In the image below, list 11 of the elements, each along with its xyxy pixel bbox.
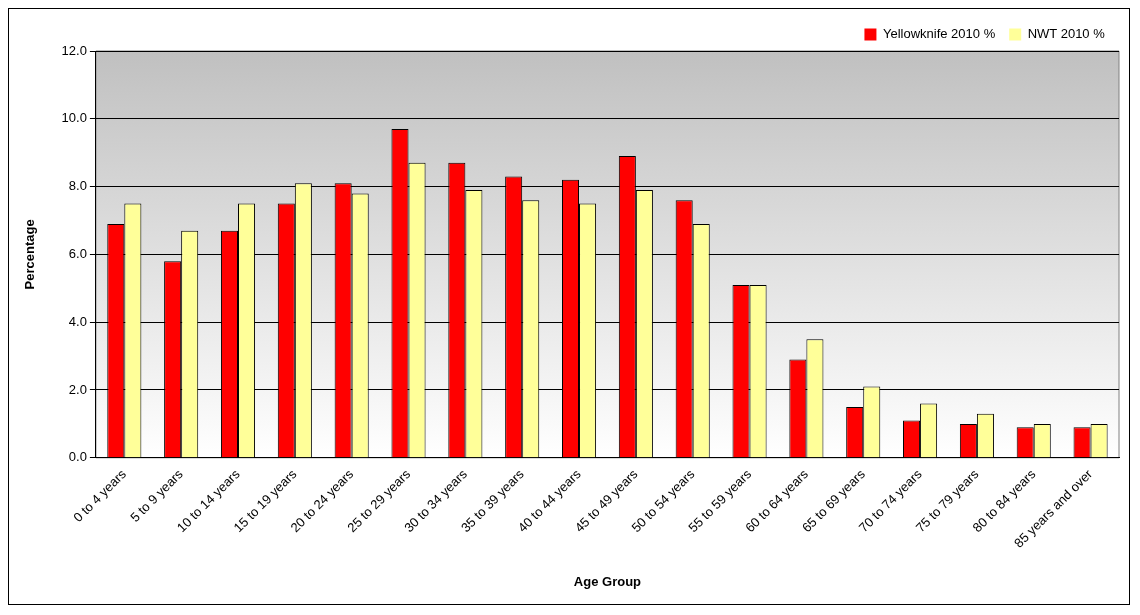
x-axis-title: Age Group — [573, 573, 642, 589]
y-tick-label: 0.0 — [68, 449, 87, 465]
y-tick-label: 6.0 — [68, 245, 87, 261]
y-tick-label: 10.0 — [61, 110, 87, 126]
y-axis-title: Percentage — [22, 219, 38, 290]
y-tick-label: 12.0 — [61, 42, 87, 58]
y-tick-label: 2.0 — [68, 381, 87, 397]
y-tick-label: 8.0 — [68, 178, 87, 194]
legend-label: Yellowknife 2010 % — [882, 26, 996, 42]
y-tick-label: 4.0 — [68, 313, 87, 329]
legend-label: NWT 2010 % — [1027, 26, 1106, 42]
